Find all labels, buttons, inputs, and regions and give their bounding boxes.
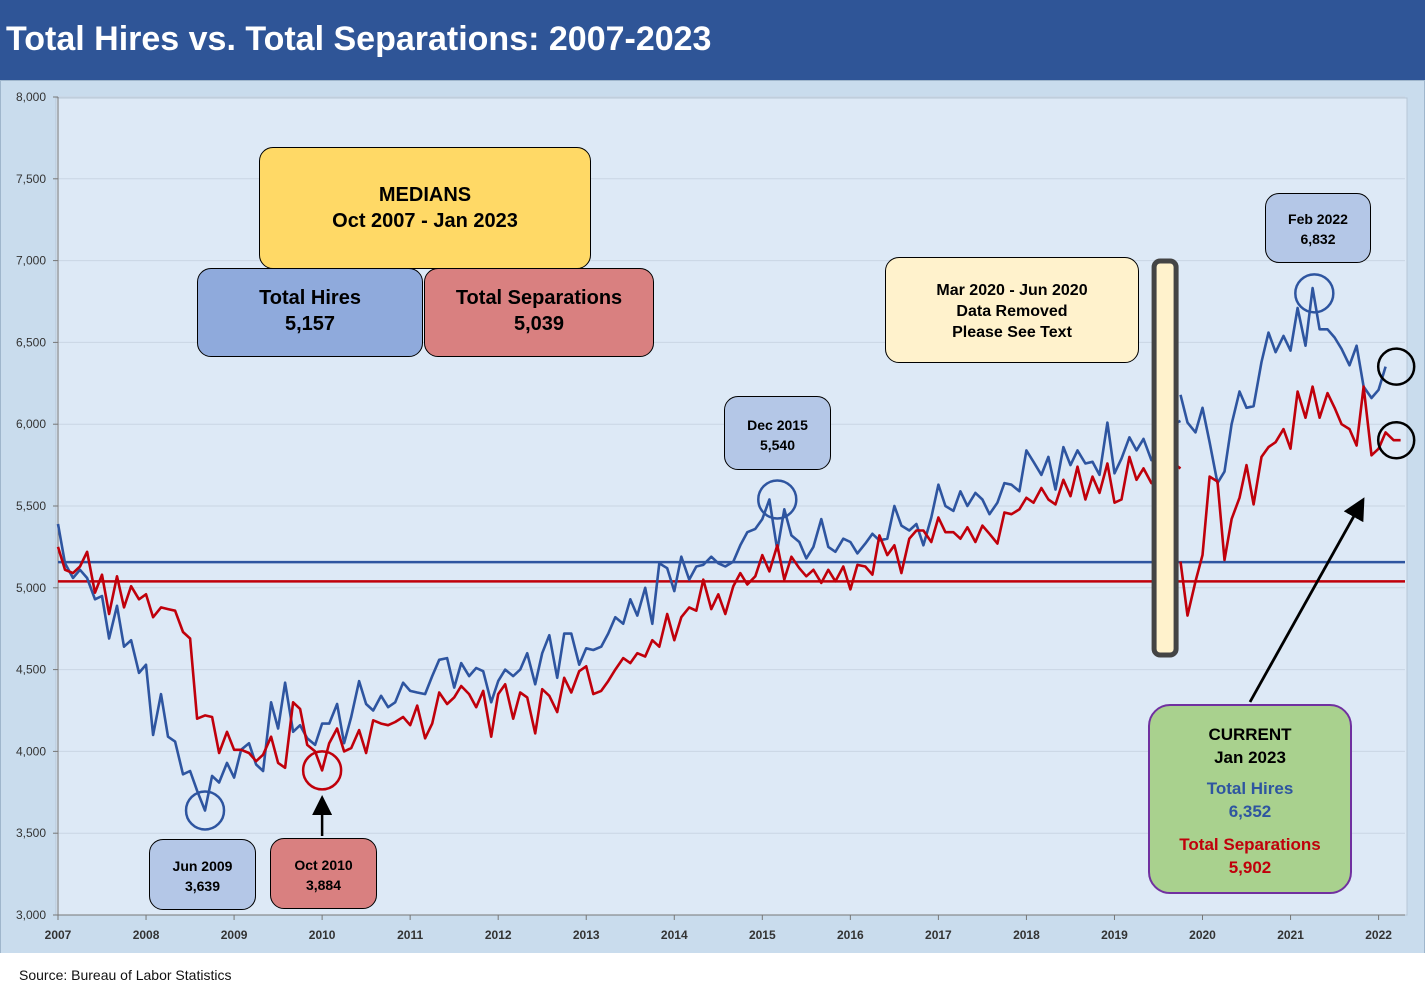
chart-area: 3,000 3,500 4,000 4,500 5,000 5,500 6,000 6,500… xyxy=(0,80,1425,954)
y-tick-label: 6,000 xyxy=(16,417,46,431)
x-tick-label: 2017 xyxy=(925,928,952,942)
seps-median-value: 5,039 xyxy=(513,313,565,335)
covid-note-line2: Data Removed xyxy=(956,303,1068,320)
y-tick-label: 4,000 xyxy=(16,744,46,758)
covid-note-box: Mar 2020 - Jun 2020 Data Removed Please … xyxy=(885,257,1139,363)
x-tick-label: 2018 xyxy=(1013,928,1040,942)
jun2009-value: 3,639 xyxy=(184,878,221,894)
current-hires-marker xyxy=(1376,347,1416,386)
chart-title: Total Hires vs. Total Separations: 2007-… xyxy=(6,20,712,58)
medians-title: MEDIANS xyxy=(378,184,472,206)
x-tick-label: 2012 xyxy=(485,928,512,942)
y-tick-label: 8,000 xyxy=(16,90,46,104)
x-tick-label: 2019 xyxy=(1101,928,1128,942)
footer: Source: Bureau of Labor Statistics xyxy=(0,953,1425,1000)
hires-median-value: 5,157 xyxy=(284,313,336,335)
dec2015-value: 5,540 xyxy=(759,437,796,453)
oct2010-value: 3,884 xyxy=(305,877,342,893)
y-tick-label: 4,500 xyxy=(16,663,46,677)
data-gap-bar xyxy=(1151,258,1179,658)
feb2022-label: Feb 2022 xyxy=(1288,211,1348,227)
x-tick-label: 2007 xyxy=(45,928,72,942)
x-tick-label: 2022 xyxy=(1365,928,1392,942)
y-tick-label: 7,000 xyxy=(16,254,46,268)
covid-note-line3: Please See Text xyxy=(952,324,1072,341)
current-seps-label: Total Separations xyxy=(1179,835,1321,854)
current-hires-label: Total Hires xyxy=(1206,779,1294,798)
jun2009-callout: Jun 2009 3,639 xyxy=(149,839,256,910)
oct2010-marker xyxy=(301,750,343,791)
y-tick-label: 5,000 xyxy=(16,581,46,595)
dec2015-label: Dec 2015 xyxy=(747,417,808,433)
oct2010-callout: Oct 2010 3,884 xyxy=(270,838,377,909)
x-tick-label: 2008 xyxy=(133,928,160,942)
current-seps-value: 5,902 xyxy=(1228,858,1272,877)
y-tick-label: 7,500 xyxy=(16,172,46,186)
y-tick-label: 5,500 xyxy=(16,499,46,513)
jun2009-label: Jun 2009 xyxy=(172,858,233,874)
dec2015-marker xyxy=(757,479,798,520)
source-note: Source: Bureau of Labor Statistics xyxy=(19,967,232,983)
feb2022-value: 6,832 xyxy=(1300,231,1336,247)
feb2022-callout: Feb 2022 6,832 xyxy=(1265,193,1371,263)
feb2022-marker xyxy=(1294,273,1335,314)
current-seps-marker xyxy=(1376,420,1416,460)
seps-median-box: Total Separations 5,039 xyxy=(424,268,654,357)
y-tick-label: 3,500 xyxy=(16,826,46,840)
oct2010-label: Oct 2010 xyxy=(294,857,353,873)
current-box: CURRENT Jan 2023 Total Hires 6,352 Total… xyxy=(1148,704,1352,894)
y-tick-label: 6,500 xyxy=(16,335,46,349)
x-tick-label: 2021 xyxy=(1277,928,1304,942)
x-tick-label: 2020 xyxy=(1189,928,1216,942)
x-tick-label: 2009 xyxy=(221,928,248,942)
hires-median-box: Total Hires 5,157 xyxy=(197,268,423,357)
y-tick-label: 3,000 xyxy=(16,908,46,922)
dec2015-callout: Dec 2015 5,540 xyxy=(724,396,831,470)
jun2009-marker xyxy=(184,790,226,831)
covid-note-line1: Mar 2020 - Jun 2020 xyxy=(936,282,1088,299)
x-tick-label: 2013 xyxy=(573,928,600,942)
seps-median-label: Total Separations xyxy=(455,287,623,309)
x-tick-label: 2015 xyxy=(749,928,776,942)
x-tick-label: 2016 xyxy=(837,928,864,942)
current-hires-value: 6,352 xyxy=(1228,802,1272,821)
x-tick-label: 2011 xyxy=(397,928,423,942)
current-date: Jan 2023 xyxy=(1214,748,1286,767)
hires-series-line xyxy=(56,286,1387,812)
x-tick-label: 2014 xyxy=(661,928,688,942)
medians-range: Oct 2007 - Jan 2023 xyxy=(332,210,518,232)
x-tick-label: 2010 xyxy=(309,928,336,942)
medians-box: MEDIANS Oct 2007 - Jan 2023 xyxy=(259,147,591,269)
separations-series-line xyxy=(56,385,1401,772)
hires-median-label: Total Hires xyxy=(259,287,361,309)
current-arrow xyxy=(1248,497,1365,703)
title-bar: Total Hires vs. Total Separations: 2007-… xyxy=(0,0,1425,80)
current-title: CURRENT xyxy=(1208,725,1292,744)
